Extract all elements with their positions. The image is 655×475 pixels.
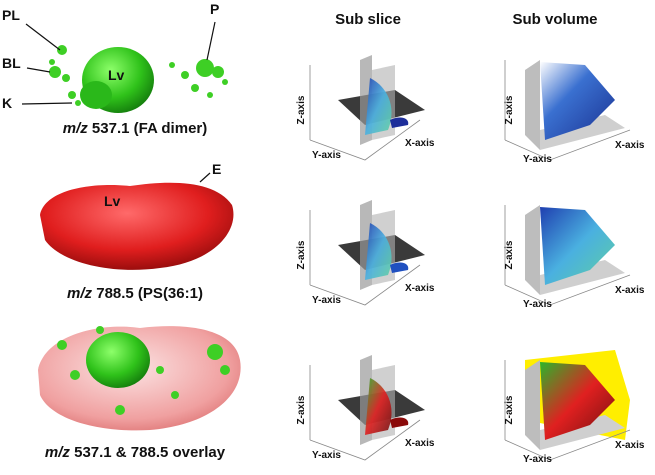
shape [40,182,234,270]
shape [57,45,67,55]
shape [181,71,189,79]
shape [62,74,70,82]
shape [49,59,55,65]
shape [206,21,216,61]
shape [309,210,421,306]
shape [26,67,51,73]
axis-label: Z-axis [296,395,307,424]
shape [212,66,224,78]
shape [75,100,81,106]
shape [80,81,112,109]
shape [220,365,230,375]
axis-label: Y-axis [523,299,552,310]
caption: m/z 537.1 (FA dimer) [63,120,208,137]
shape [115,405,125,415]
shape [207,344,223,360]
structure-label: BL [2,55,21,71]
caption-italic: m/z [67,285,93,302]
shape [540,115,625,150]
shape [199,172,211,183]
axis-label: Z-axis [296,95,307,124]
shape [21,102,73,105]
shape [70,370,80,380]
axis-label: Z-axis [504,240,515,269]
shape [222,79,228,85]
shape [309,365,421,461]
structure-label: K [2,95,12,111]
axis-label: Y-axis [312,295,341,306]
shape [49,66,61,78]
shape [57,340,67,350]
shape [540,260,625,295]
shape [540,415,625,450]
caption-italic: m/z [45,444,71,461]
axis-label: Y-axis [312,150,341,161]
shape [540,62,615,140]
shape [68,91,76,99]
shape [390,117,409,128]
axis-label: X-axis [615,440,645,451]
axis-label: Z-axis [504,395,515,424]
structure-label: Lv [108,67,125,83]
axis-label: Y-axis [523,454,552,465]
caption-text: 537.1 (FA dimer) [88,120,208,137]
structure-label: E [212,161,221,177]
shape [504,205,631,306]
caption: m/z 788.5 (PS(36:1) [67,285,203,302]
shape [207,92,213,98]
axis-label: Y-axis [312,450,341,461]
axis-label: X-axis [615,285,645,296]
shape [169,62,175,68]
axis-label: X-axis [405,138,435,149]
structure-label: PL [2,7,20,23]
shape [196,59,214,77]
axis-label: Y-axis [523,154,552,165]
column-header: Sub slice [335,11,401,28]
shape [525,205,540,295]
shape [365,378,392,435]
structure-label: P [210,1,219,17]
caption-text: 788.5 (PS(36:1) [92,285,203,302]
shape [25,23,61,51]
caption: m/z 537.1 & 788.5 overlay [45,444,226,461]
shape [365,78,392,135]
axis-label: Z-axis [296,240,307,269]
shape [525,60,540,150]
shape [504,360,631,461]
caption-text: 537.1 & 788.5 overlay [70,444,226,461]
axis-label: X-axis [405,283,435,294]
shape [86,332,150,388]
column-header: Sub volume [512,11,597,28]
axis-label: X-axis [405,438,435,449]
axis-label: Z-axis [504,95,515,124]
shape [191,84,199,92]
shape [504,60,631,161]
shape [365,223,392,280]
shape [96,326,104,334]
shape [390,417,409,428]
shape [540,362,615,440]
shape [540,207,615,285]
shape [525,360,540,450]
shape [390,262,409,273]
shape [156,366,164,374]
axis-label: X-axis [615,140,645,151]
structure-label: Lv [104,193,121,209]
shape [171,391,179,399]
shape [309,65,421,161]
caption-italic: m/z [63,120,89,137]
